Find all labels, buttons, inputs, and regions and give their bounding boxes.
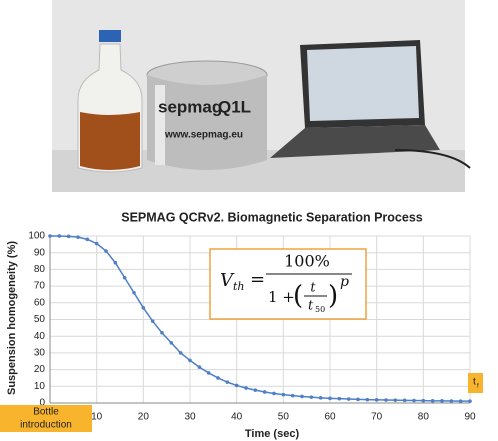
data-point <box>132 290 136 295</box>
data-point <box>253 388 258 392</box>
product-photo <box>52 0 471 192</box>
data-point <box>225 380 230 384</box>
data-point <box>160 331 164 335</box>
data-point <box>393 398 398 402</box>
start-label: introduction <box>20 420 72 431</box>
y-tick-label: 70 <box>34 281 46 292</box>
data-point <box>85 237 90 242</box>
formula-box <box>209 248 367 320</box>
data-point <box>197 365 202 369</box>
y-tick-label: 0 <box>39 398 45 409</box>
data-point <box>309 395 314 399</box>
y-tick-label: 20 <box>34 364 46 375</box>
data-point <box>94 241 99 246</box>
start-label: Bottle <box>33 407 59 418</box>
data-point <box>402 398 407 403</box>
formula-paren: ( <box>293 281 303 311</box>
x-tick-label: 90 <box>464 412 476 423</box>
chart-title: SEPMAG QCRv2. Biomagnetic Separation Pro… <box>121 210 423 224</box>
y-tick-label: 30 <box>34 348 46 359</box>
y-tick-label: 40 <box>34 331 46 342</box>
data-point <box>122 275 127 280</box>
data-point <box>272 391 276 396</box>
formula-paren: ) <box>328 281 338 311</box>
x-tick-label: 50 <box>278 412 290 423</box>
data-point <box>328 396 332 401</box>
data-point <box>412 398 416 403</box>
photo-url: www.sepmag.eu <box>164 130 243 141</box>
data-point <box>318 396 323 400</box>
x-tick-label: 60 <box>324 412 336 423</box>
data-point <box>290 393 295 398</box>
data-point <box>440 399 444 403</box>
x-tick-label: 30 <box>184 412 196 423</box>
formula-numerator: 100% <box>284 252 330 271</box>
y-axis-label: Suspension homogeneity (%) <box>6 241 18 395</box>
data-point <box>104 249 108 253</box>
photo-brand: sepmag <box>158 97 222 116</box>
data-point <box>458 399 463 403</box>
formula-one-plus: 1 + <box>268 288 295 306</box>
data-point <box>216 376 220 380</box>
data-point <box>169 341 174 345</box>
end-label: t <box>473 377 476 388</box>
formula-eq: = <box>250 269 265 290</box>
data-point <box>150 319 155 323</box>
data-line <box>50 235 470 402</box>
x-tick-label: 10 <box>91 412 103 423</box>
data-point <box>337 396 342 401</box>
formula-t50-sub: 50 <box>315 305 325 314</box>
data-point <box>66 234 71 239</box>
data-point <box>281 392 286 397</box>
data-point <box>76 235 80 239</box>
data-point <box>374 398 379 402</box>
data-point <box>178 351 183 355</box>
data-point <box>141 306 146 310</box>
x-tick-label: 70 <box>371 412 383 423</box>
data-point <box>468 399 472 403</box>
data-point <box>244 386 248 390</box>
data-point <box>262 390 267 394</box>
x-tick-label: 40 <box>231 412 243 423</box>
data-point <box>449 399 454 403</box>
x-tick-label: 80 <box>418 412 430 423</box>
data-point <box>234 383 239 388</box>
formula-t: t <box>310 281 316 296</box>
x-tick-label: 20 <box>138 412 150 423</box>
photo-model: Q1L <box>218 97 251 116</box>
data-point <box>430 399 435 403</box>
data-point <box>365 397 370 402</box>
end-marker <box>468 373 483 393</box>
end-label-sub: f <box>477 384 479 390</box>
data-point <box>300 394 304 399</box>
y-tick-label: 60 <box>34 297 46 308</box>
formula-exponent: p <box>340 274 349 290</box>
data-point <box>384 398 388 402</box>
x-axis-label: Time (sec) <box>245 428 300 440</box>
data-point <box>346 397 351 401</box>
formula-lhs-sub: th <box>233 280 245 293</box>
data-point <box>113 260 118 265</box>
start-marker <box>0 405 92 432</box>
data-point <box>48 234 52 238</box>
data-point <box>421 398 426 403</box>
y-tick-label: 10 <box>34 381 46 392</box>
y-tick-label: 50 <box>34 314 46 325</box>
y-tick-label: 100 <box>28 231 45 242</box>
data-point <box>57 234 62 238</box>
data-point <box>206 371 211 375</box>
formula-lhs: V <box>220 270 235 291</box>
data-point <box>188 358 192 363</box>
formula-t50: t <box>308 299 314 314</box>
data-point <box>356 397 360 402</box>
y-tick-label: 80 <box>34 264 46 275</box>
y-tick-label: 90 <box>34 247 46 258</box>
